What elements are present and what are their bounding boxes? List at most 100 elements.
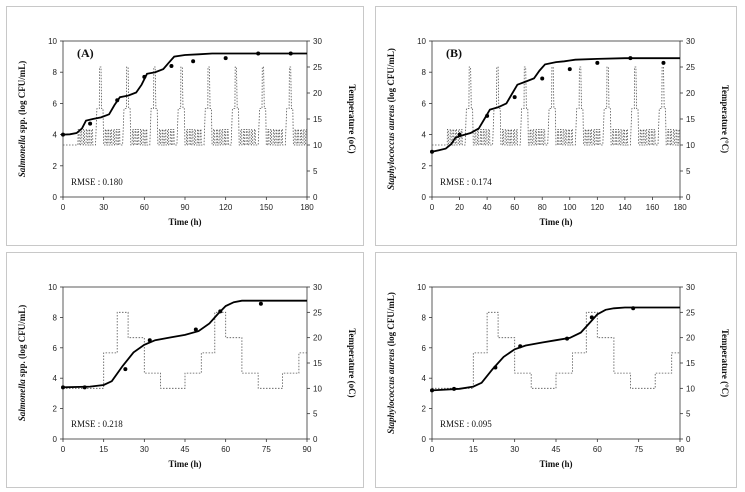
y2-tick-label: 5 [686, 167, 691, 176]
y2-tick-label: 25 [313, 63, 322, 72]
x-tick-label: 0 [430, 203, 435, 212]
y-axis-label-unit: (log CFU/mL) [386, 292, 396, 349]
y2-tick-label: 0 [686, 193, 691, 202]
plot-frame [431, 40, 681, 198]
y2-tick-label: 10 [686, 141, 695, 150]
observed-point [193, 327, 198, 332]
chart-panel-c: 0 2 4 6 8 10 0 5 10 15 20 25 30 0 15 30 45 60 75 90 Time (h)… [6, 252, 364, 488]
y2-tick-label: 20 [313, 334, 322, 343]
y2-tick-label: 0 [313, 193, 318, 202]
y-axis-label-organism: Salmonella [17, 379, 27, 422]
y2-tick-label: 25 [313, 308, 322, 317]
x-tick-label: 90 [181, 203, 190, 212]
x-tick-label: 15 [99, 445, 108, 454]
y-tick-label: 2 [422, 162, 427, 171]
y-tick-label: 0 [422, 435, 427, 444]
x-tick-label: 120 [219, 203, 233, 212]
chart-svg: 0 2 4 6 8 10 0 5 10 15 20 25 30 0 15 30 45 60 75 90 Time (h)… [386, 283, 730, 469]
y2-tick-label: 5 [313, 410, 318, 419]
chart-panel-d: 0 2 4 6 8 10 0 5 10 15 20 25 30 0 15 30 45 60 75 90 Time (h)… [375, 252, 737, 488]
chart-panel-a: 0 2 4 6 8 10 0 5 10 15 20 25 30 0 30 60 90 120 150 180 Time … [6, 6, 364, 246]
predicted-growth-line [431, 57, 680, 153]
observed-point [661, 60, 666, 65]
predicted-growth-line [62, 52, 307, 136]
y2-tick-label: 30 [313, 37, 322, 46]
y-tick-label: 6 [53, 344, 58, 353]
temperature-line [432, 311, 680, 389]
y-tick-label: 4 [422, 131, 427, 140]
x-tick-label: 20 [455, 203, 464, 212]
y-tick-label: 4 [53, 131, 58, 140]
x-tick-label: 30 [510, 445, 519, 454]
y-axis-label-organism: Staphylococcus aureus [386, 104, 396, 190]
observed-point [430, 149, 434, 154]
y2-tick-label: 25 [686, 63, 695, 72]
observed-point [142, 74, 147, 79]
y-tick-label: 6 [53, 99, 58, 108]
y-tick-label: 2 [422, 405, 427, 414]
y-tick-label: 8 [53, 313, 58, 322]
rmse-label: RMSE : 0.174 [440, 177, 492, 187]
x-axis-label: Time (h) [539, 217, 572, 227]
y2-tick-label: 30 [686, 37, 695, 46]
y2-tick-label: 10 [686, 384, 695, 393]
panel-tag: (B) [446, 46, 462, 60]
observed-point [147, 338, 152, 343]
temperature-line [63, 66, 308, 146]
y-tick-label: 8 [422, 313, 427, 322]
y2-tick-label: 0 [686, 435, 691, 444]
observed-point [218, 309, 223, 314]
x-tick-label: 60 [510, 203, 519, 212]
y-tick-label: 4 [422, 374, 427, 383]
x-tick-label: 160 [646, 203, 660, 212]
temperature-line [63, 311, 307, 389]
y-tick-label: 4 [53, 374, 58, 383]
observed-point [485, 113, 490, 118]
y2-axis-label: Temperature (°C) [720, 85, 730, 153]
y2-tick-label: 20 [313, 89, 322, 98]
observed-point [115, 98, 120, 103]
observed-point [191, 59, 196, 64]
y-axis-label: Staphylococcus aureus (log CFU/mL) [386, 48, 396, 190]
x-tick-label: 180 [673, 203, 687, 212]
y2-axis-label: Temperature (°C) [720, 329, 730, 397]
observed-point [430, 388, 434, 393]
y-tick-label: 0 [53, 193, 58, 202]
chart-panel-b: 0 2 4 6 8 10 0 5 10 15 20 25 30 0 20 40 60 80 100 120 140 160… [375, 6, 737, 246]
y-axis-label-organism: Salmonella [17, 135, 27, 178]
x-tick-label: 80 [538, 203, 547, 212]
y-axis-label: Staphylococcus aureus (log CFU/mL) [386, 292, 396, 434]
y2-tick-label: 15 [686, 115, 695, 124]
chart-svg: 0 2 4 6 8 10 0 5 10 15 20 25 30 0 30 60 90 120 150 180 Time … [17, 37, 357, 227]
observed-point [258, 301, 263, 306]
observed-point [567, 67, 572, 72]
observed-point [88, 121, 93, 126]
x-tick-label: 40 [483, 203, 492, 212]
y2-tick-label: 5 [686, 410, 691, 419]
y2-axis-label: Temperature (oC) [347, 328, 357, 397]
observed-point [223, 56, 228, 61]
y-axis-label: Salmonella spp. (log CFU/mL) [17, 305, 27, 422]
x-tick-label: 60 [593, 445, 602, 454]
y2-tick-label: 5 [313, 167, 318, 176]
plot-frame [62, 286, 308, 440]
x-tick-label: 15 [469, 445, 478, 454]
observed-point [123, 367, 128, 372]
y-tick-label: 8 [422, 68, 427, 77]
y2-tick-label: 15 [686, 359, 695, 368]
observed-point [82, 385, 87, 390]
plot-frame [431, 286, 681, 440]
observed-point [493, 365, 498, 370]
x-tick-label: 120 [591, 203, 605, 212]
y-tick-label: 10 [48, 283, 57, 292]
y-axis-label-unit: (log CFU/mL) [386, 48, 396, 105]
panel-tag: (A) [77, 46, 94, 60]
y-axis-label-unit: spp. (log CFU/mL) [17, 305, 27, 380]
y-tick-label: 6 [422, 344, 427, 353]
x-tick-label: 45 [181, 445, 190, 454]
rmse-label: RMSE : 0.180 [71, 177, 123, 187]
y2-tick-label: 0 [313, 435, 318, 444]
y-axis-label-unit: spp. (log CFU/mL) [17, 61, 27, 136]
y-tick-label: 0 [53, 435, 58, 444]
